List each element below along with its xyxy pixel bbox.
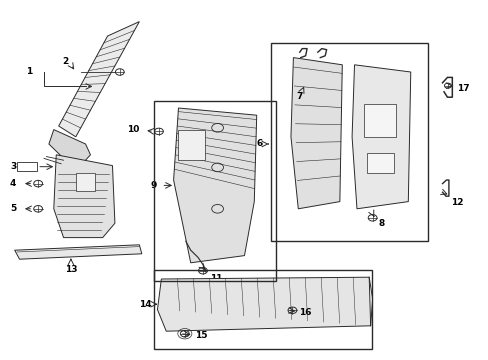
Bar	[17, 162, 37, 171]
Bar	[366, 153, 393, 173]
Text: 16: 16	[299, 308, 311, 317]
Text: 3: 3	[10, 162, 16, 171]
Text: 15: 15	[194, 331, 207, 340]
Polygon shape	[351, 65, 410, 209]
Text: 1: 1	[25, 68, 32, 77]
Bar	[154, 101, 276, 281]
Text: 2: 2	[62, 57, 68, 66]
Text: 14: 14	[139, 300, 151, 309]
Text: 11: 11	[210, 274, 223, 283]
Bar	[178, 130, 205, 160]
Bar	[154, 270, 371, 349]
Text: 13: 13	[64, 265, 77, 274]
Bar	[271, 43, 427, 241]
Bar	[364, 104, 395, 137]
Text: 9: 9	[150, 181, 156, 190]
Text: 10: 10	[127, 125, 139, 134]
Polygon shape	[173, 108, 256, 263]
Text: 7: 7	[296, 92, 303, 101]
Text: 17: 17	[456, 84, 468, 93]
Bar	[76, 173, 95, 191]
Polygon shape	[59, 22, 139, 137]
Polygon shape	[54, 155, 115, 238]
Text: 12: 12	[450, 198, 463, 207]
Polygon shape	[290, 58, 342, 209]
Polygon shape	[49, 130, 90, 166]
Polygon shape	[157, 277, 370, 331]
Text: 6: 6	[256, 139, 263, 148]
Text: 5: 5	[10, 204, 16, 213]
Polygon shape	[15, 245, 142, 259]
Text: 8: 8	[378, 219, 385, 228]
Text: 4: 4	[10, 179, 16, 188]
